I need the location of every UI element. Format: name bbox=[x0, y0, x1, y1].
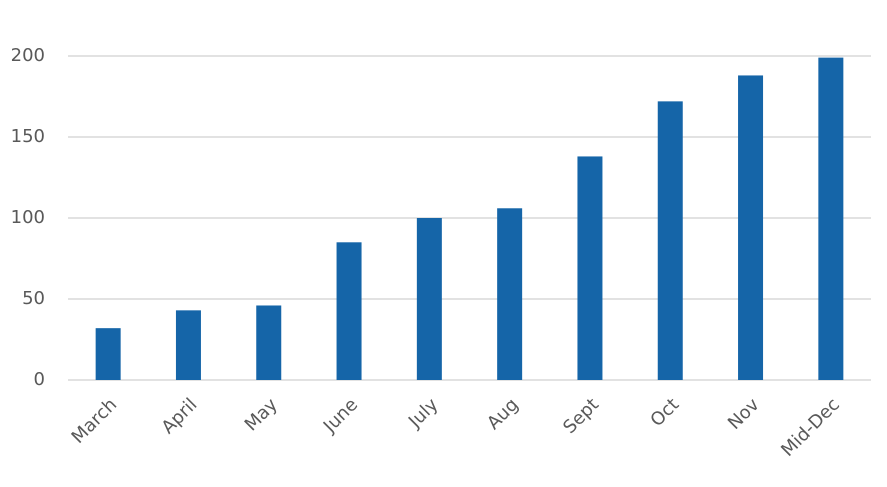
x-tick-label: July bbox=[404, 394, 443, 433]
bar bbox=[818, 57, 844, 381]
y-tick-label: 50 bbox=[22, 288, 45, 309]
x-tick-label: April bbox=[158, 394, 202, 438]
x-tick-label: Nov bbox=[724, 394, 764, 434]
bar bbox=[416, 218, 442, 380]
bar bbox=[577, 156, 603, 380]
x-tick-label: March bbox=[68, 394, 122, 448]
bar bbox=[256, 305, 282, 380]
y-tick-label: 200 bbox=[11, 45, 45, 66]
x-tick-label: June bbox=[319, 394, 362, 437]
bar bbox=[657, 101, 683, 381]
y-tick-label: 0 bbox=[34, 369, 45, 390]
y-tick-label: 150 bbox=[11, 126, 45, 147]
bar bbox=[497, 208, 523, 380]
bar bbox=[95, 328, 121, 380]
x-tick-label: Oct bbox=[646, 394, 683, 431]
x-tick-label: Mid-Dec bbox=[777, 394, 844, 461]
bar bbox=[336, 242, 362, 380]
y-tick-label: 100 bbox=[11, 207, 45, 228]
bar bbox=[175, 310, 201, 380]
x-tick-label: Sept bbox=[559, 394, 603, 438]
x-tick-label: Aug bbox=[483, 394, 523, 434]
x-tick-label: May bbox=[241, 394, 282, 435]
bar bbox=[738, 75, 764, 380]
